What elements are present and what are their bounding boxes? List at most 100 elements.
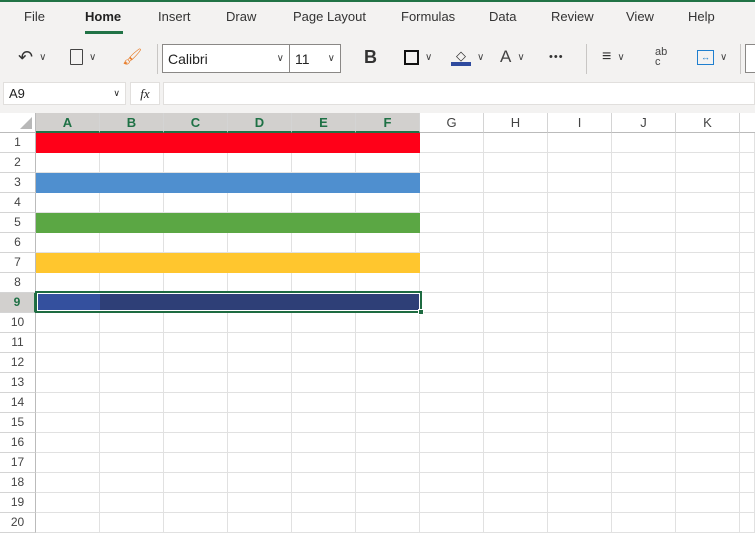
cell[interactable] — [484, 393, 548, 413]
cell[interactable] — [100, 353, 164, 373]
cell[interactable] — [676, 313, 740, 333]
font-name-select[interactable]: Calibri ∨ — [162, 44, 290, 73]
cell[interactable] — [36, 333, 100, 353]
cell[interactable] — [164, 233, 228, 253]
row-header-9[interactable]: 9 — [0, 293, 36, 313]
cell[interactable] — [548, 473, 612, 493]
font-size-select[interactable]: 11 ∨ — [289, 44, 341, 73]
cell[interactable] — [36, 353, 100, 373]
cell[interactable] — [356, 413, 420, 433]
tab-file[interactable]: File — [24, 9, 45, 24]
tab-view[interactable]: View — [626, 9, 654, 24]
cell[interactable] — [740, 153, 755, 173]
cell[interactable] — [676, 513, 740, 533]
cell[interactable] — [228, 433, 292, 453]
cell[interactable] — [420, 193, 484, 213]
fill-handle[interactable] — [418, 309, 424, 315]
row-header-4[interactable]: 4 — [0, 193, 36, 213]
cell[interactable] — [612, 293, 676, 313]
cell[interactable] — [36, 373, 100, 393]
cell[interactable] — [356, 513, 420, 533]
cell[interactable] — [676, 213, 740, 233]
cell[interactable] — [484, 493, 548, 513]
cell[interactable] — [548, 493, 612, 513]
format-painter-button[interactable]: 🖌 — [122, 42, 142, 72]
column-header-F[interactable]: F — [356, 113, 420, 133]
cell[interactable] — [164, 333, 228, 353]
wrap-text-button[interactable]: ab c — [655, 46, 668, 68]
cell[interactable] — [740, 413, 755, 433]
cell[interactable] — [548, 173, 612, 193]
cell[interactable] — [420, 413, 484, 433]
cell[interactable] — [356, 233, 420, 253]
row-header-15[interactable]: 15 — [0, 413, 36, 433]
select-all-corner[interactable] — [0, 113, 36, 133]
cell[interactable] — [548, 453, 612, 473]
cell[interactable] — [484, 353, 548, 373]
row-header-16[interactable]: 16 — [0, 433, 36, 453]
cell[interactable] — [612, 233, 676, 253]
row-header-18[interactable]: 18 — [0, 473, 36, 493]
number-format-select[interactable] — [745, 44, 755, 73]
column-header-I[interactable]: I — [548, 113, 612, 133]
cell[interactable] — [676, 333, 740, 353]
column-header-K[interactable]: K — [676, 113, 740, 133]
cell[interactable] — [420, 133, 484, 153]
cell[interactable] — [612, 473, 676, 493]
cell[interactable] — [676, 353, 740, 373]
column-header-G[interactable]: G — [420, 113, 484, 133]
cell[interactable] — [740, 233, 755, 253]
row-header-3[interactable]: 3 — [0, 173, 36, 193]
cell[interactable] — [740, 133, 755, 153]
cell[interactable] — [612, 493, 676, 513]
cell[interactable] — [484, 513, 548, 533]
cell[interactable] — [420, 373, 484, 393]
cell[interactable] — [548, 253, 612, 273]
cell[interactable] — [356, 453, 420, 473]
cell[interactable] — [484, 273, 548, 293]
cell[interactable] — [548, 193, 612, 213]
cell[interactable] — [420, 333, 484, 353]
cell[interactable] — [484, 153, 548, 173]
cell[interactable] — [484, 253, 548, 273]
cell[interactable] — [228, 453, 292, 473]
cell[interactable] — [676, 373, 740, 393]
cell[interactable] — [100, 433, 164, 453]
cell[interactable] — [612, 253, 676, 273]
cell[interactable] — [612, 453, 676, 473]
cell[interactable] — [292, 373, 356, 393]
cell[interactable] — [612, 133, 676, 153]
cell[interactable] — [356, 493, 420, 513]
cell[interactable] — [484, 213, 548, 233]
bold-button[interactable]: B — [364, 46, 377, 67]
cell[interactable] — [740, 333, 755, 353]
cell[interactable] — [356, 273, 420, 293]
row-header-7[interactable]: 7 — [0, 253, 36, 273]
more-options-button[interactable]: ••• — [549, 51, 564, 63]
tab-page-layout[interactable]: Page Layout — [293, 9, 367, 24]
cell[interactable] — [420, 173, 484, 193]
cell[interactable] — [356, 433, 420, 453]
cell[interactable] — [612, 413, 676, 433]
cell[interactable] — [292, 493, 356, 513]
cell[interactable] — [164, 313, 228, 333]
cell[interactable] — [228, 473, 292, 493]
cell[interactable] — [676, 233, 740, 253]
align-button[interactable]: ≡ ∨ — [602, 42, 625, 72]
cell[interactable] — [420, 393, 484, 413]
cell[interactable] — [676, 173, 740, 193]
row-header-13[interactable]: 13 — [0, 373, 36, 393]
cell[interactable] — [100, 473, 164, 493]
cell[interactable] — [292, 233, 356, 253]
cell[interactable] — [228, 273, 292, 293]
cell[interactable] — [740, 193, 755, 213]
cell[interactable] — [420, 453, 484, 473]
cell[interactable] — [164, 393, 228, 413]
cell[interactable] — [484, 413, 548, 433]
row-header-2[interactable]: 2 — [0, 153, 36, 173]
cell[interactable] — [164, 353, 228, 373]
cell[interactable] — [228, 313, 292, 333]
cell[interactable] — [228, 153, 292, 173]
cell[interactable] — [740, 433, 755, 453]
row-header-19[interactable]: 19 — [0, 493, 36, 513]
